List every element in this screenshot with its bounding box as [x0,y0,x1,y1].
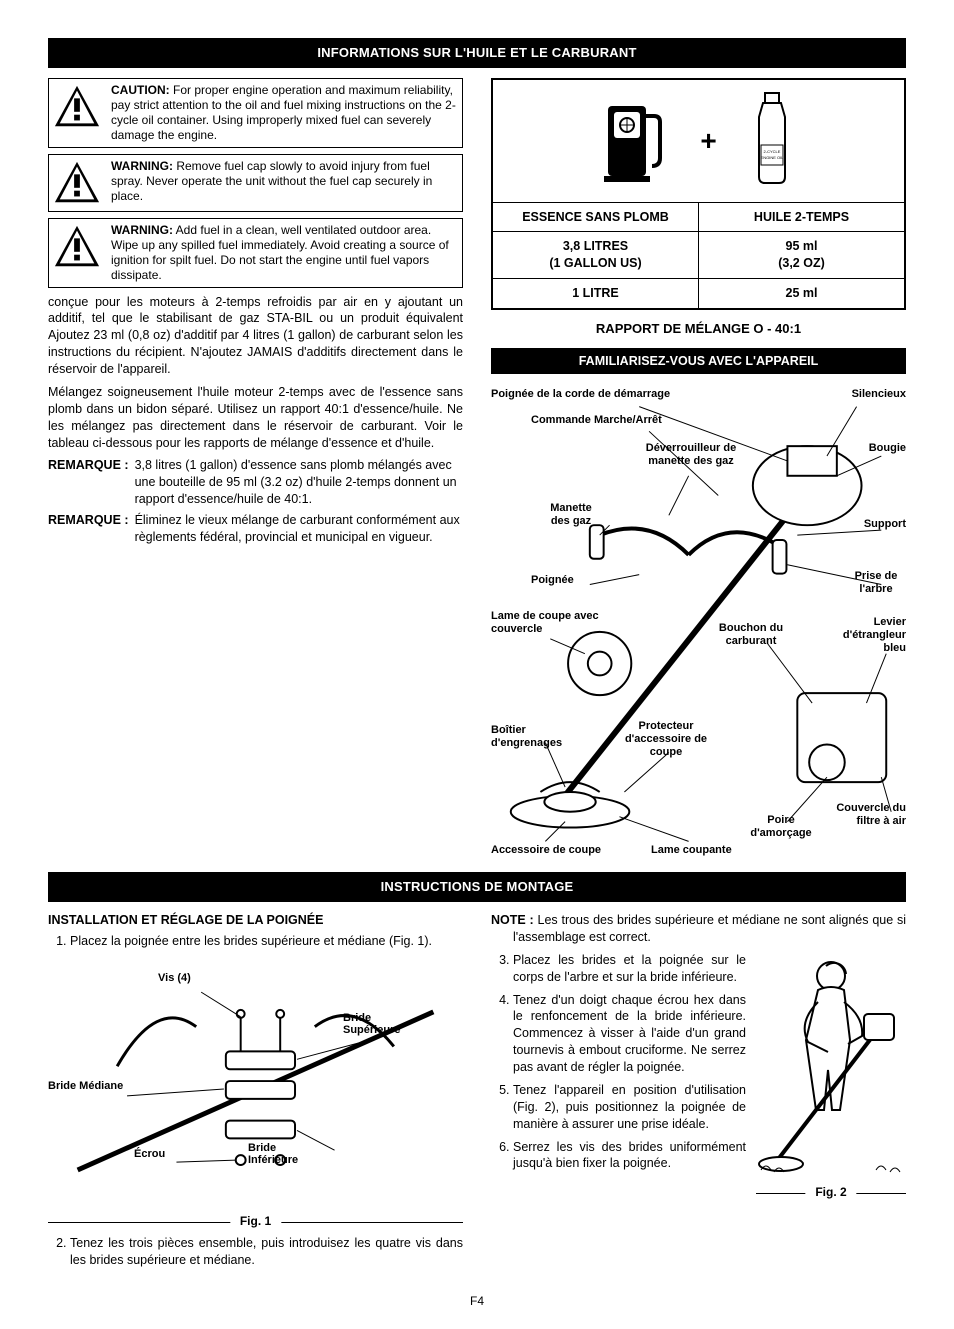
remark-2: REMARQUE : Éliminez le vieux mélange de … [48,512,463,546]
mix-ratio-table: + 2-CYCLE ENGINE OIL ESSENCE SANS PLOMB … [491,78,906,311]
fig2-caption-line: Fig. 2 [756,1193,906,1194]
right-column: + 2-CYCLE ENGINE OIL ESSENCE SANS PLOMB … [491,78,906,865]
label-throttle: Manette des gaz [541,502,601,527]
fig1-middle: Bride Médiane [48,1080,123,1093]
label-on-off: Commande Marche/Arrêt [531,414,662,427]
fig1-caption-line: Fig. 1 [48,1222,463,1223]
label-handle: Poignée [531,574,574,587]
warning-text-3: WARNING: Add fuel in a clean, well venti… [111,223,456,283]
mix-r1-left-b: (1 GALLON US) [497,255,694,272]
familiarize-bar: FAMILIARISEZ-VOUS AVEC L'APPAREIL [491,348,906,375]
warning-icon [53,159,101,207]
label-starter-rope: Poignée de la corde de démarrage [491,388,670,401]
remark-1: REMARQUE : 3,8 litres (1 gallon) d'essen… [48,457,463,508]
assembly-left: INSTALLATION ET RÉGLAGE DE LA POIGNÉE Pl… [48,912,463,1275]
paragraph-1: conçue pour les moteurs à 2-temps refroi… [48,294,463,378]
warning-label-3: WARNING: [111,223,173,237]
oil-label-2: ENGINE OIL [760,155,784,160]
mix-r2-right: 25 ml [698,279,904,308]
left-column: CAUTION: For proper engine operation and… [48,78,463,865]
ratio-caption: RAPPORT DE MÉLANGE O - 40:1 [491,320,906,338]
remark-label: REMARQUE : [48,457,135,508]
warning-text-2: WARNING: Remove fuel cap slowly to avoid… [111,159,456,204]
assembly-columns: INSTALLATION ET RÉGLAGE DE LA POIGNÉE Pl… [48,912,906,1275]
note-line: NOTE : Les trous des brides supérieure e… [491,912,906,946]
fuel-pump-icon [600,96,670,186]
note-text: Les trous des brides supérieure et média… [513,913,906,944]
mix-r1-left: 3,8 LITRES (1 GALLON US) [493,232,698,278]
mix-head-left: ESSENCE SANS PLOMB [493,203,698,232]
figure-2: Fig. 2 [756,952,906,1194]
caution-text-1: CAUTION: For proper engine operation and… [111,83,456,143]
label-throttle-lockout: Déverrouilleur de manette des gaz [641,442,741,467]
label-blade-cover: Lame de coupe avec couvercle [491,610,601,635]
label-cutting-attach: Accessoire de coupe [491,844,601,857]
oil-label-1: 2-CYCLE [763,149,780,154]
warning-box-2: WARNING: Remove fuel cap slowly to avoid… [48,154,463,212]
warning-box-3: WARNING: Add fuel in a clean, well venti… [48,218,463,288]
page-number: F4 [48,1293,906,1309]
oil-bottle-icon: 2-CYCLE ENGINE OIL [747,91,797,191]
assembly-title-bar: INSTRUCTIONS DE MONTAGE [48,872,906,902]
fig1-lower: Bride Inférieure [248,1142,318,1167]
section-title-bar: INFORMATIONS SUR L'HUILE ET LE CARBURANT [48,38,906,68]
mix-r1-left-a: 3,8 LITRES [497,238,694,255]
figure-2-svg [756,952,906,1182]
paragraph-2: Mélangez soigneusement l'huile moteur 2-… [48,384,463,452]
label-primer: Poire d'amorçage [741,814,821,839]
warning-label-2: WARNING: [111,159,173,173]
fig1-upper: Bride Supérieure [343,1012,423,1037]
oil-fuel-columns: CAUTION: For proper engine operation and… [48,78,906,865]
step-1: Placez la poignée entre les brides supér… [70,933,463,950]
label-protector: Protecteur d'accessoire de coupe [621,720,711,758]
label-shaft-grip: Prise de l'arbre [846,570,906,595]
label-cutting-blade: Lame coupante [651,844,732,857]
steps-left-2: Tenez les trois pièces ensemble, puis in… [48,1235,463,1269]
caution-label: CAUTION: [111,83,170,97]
figure-1: Vis (4) Bride Supérieure Bride Médiane É… [48,956,463,1216]
mix-r1-right: 95 ml (3,2 OZ) [698,232,904,278]
label-air-filter: Couvercle du filtre à air [831,802,906,827]
mix-head-right: HUILE 2-TEMPS [698,203,904,232]
mix-icons-row: + 2-CYCLE ENGINE OIL [497,86,900,196]
label-spark-plug: Bougie [869,442,906,455]
fig1-caption: Fig. 1 [230,1213,281,1229]
label-gear-housing: Boîtier d'engrenages [491,724,581,749]
mix-r1-right-a: 95 ml [703,238,900,255]
assembly-right: NOTE : Les trous des brides supérieure e… [491,912,906,1275]
note-label: NOTE : [491,913,534,927]
warning-icon [53,223,101,271]
fig2-caption: Fig. 2 [805,1184,856,1200]
step-2: Tenez les trois pièces ensemble, puis in… [70,1235,463,1269]
mix-r1-right-b: (3,2 OZ) [703,255,900,272]
remark-body-2: Éliminez le vieux mélange de carburant c… [135,512,463,546]
caution-icon [53,83,101,131]
remark-body-1: 3,8 litres (1 gallon) d'essence sans plo… [135,457,463,508]
label-muffler: Silencieux [852,388,906,401]
fig1-screws: Vis (4) [158,972,191,985]
caution-box-1: CAUTION: For proper engine operation and… [48,78,463,148]
fig1-nut: Écrou [134,1148,165,1161]
mix-r2-left: 1 LITRE [493,279,698,308]
plus-icon: + [700,122,716,160]
parts-diagram: Poignée de la corde de démarrage Command… [491,384,906,864]
label-fuel-cap: Bouchon du carburant [711,622,791,647]
steps-left: Placez la poignée entre les brides supér… [48,933,463,950]
label-bracket: Support [864,518,906,531]
label-choke: Levier d'étrangleur bleu [826,616,906,654]
remark-label: REMARQUE : [48,512,135,546]
install-title: INSTALLATION ET RÉGLAGE DE LA POIGNÉE [48,912,463,929]
